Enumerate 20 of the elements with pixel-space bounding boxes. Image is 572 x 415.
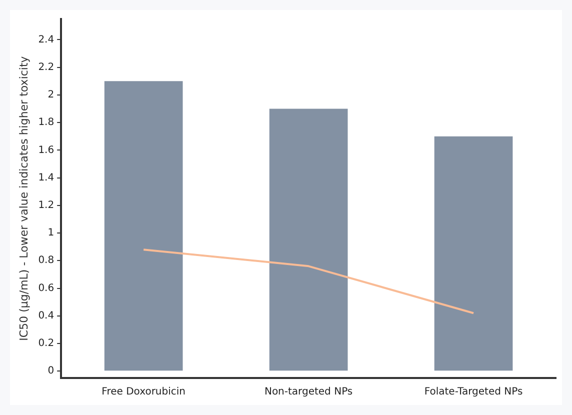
x-tick-label: Non-targeted NPs — [264, 386, 353, 398]
y-tick-label: 0 — [48, 366, 54, 377]
y-tick-label: 1.4 — [38, 172, 54, 184]
y-tick-label: 1 — [48, 228, 54, 239]
bar — [269, 108, 348, 371]
y-tick-label: 1.6 — [38, 144, 54, 156]
bar — [104, 81, 183, 371]
y-tick-label: 2.2 — [38, 62, 54, 73]
y-tick-label: 1.2 — [38, 200, 54, 211]
y-tick-label: 1.8 — [38, 117, 54, 128]
y-tick-label: 0.6 — [38, 282, 54, 294]
y-tick-label: 0.4 — [38, 310, 54, 322]
y-tick-label: 2 — [48, 90, 54, 101]
y-tick-label: 0.8 — [38, 255, 54, 266]
x-tick-label: Folate-Targeted NPs — [424, 386, 523, 398]
y-tick-label: 2.4 — [38, 34, 54, 46]
y-tick-label: 0.2 — [38, 338, 54, 350]
bar — [434, 136, 513, 371]
y-axis-title: IC50 (µg/mL) - Lower value indicates higher toxicity — [17, 56, 30, 341]
x-tick-label: Free Doxorubicin — [102, 386, 186, 398]
